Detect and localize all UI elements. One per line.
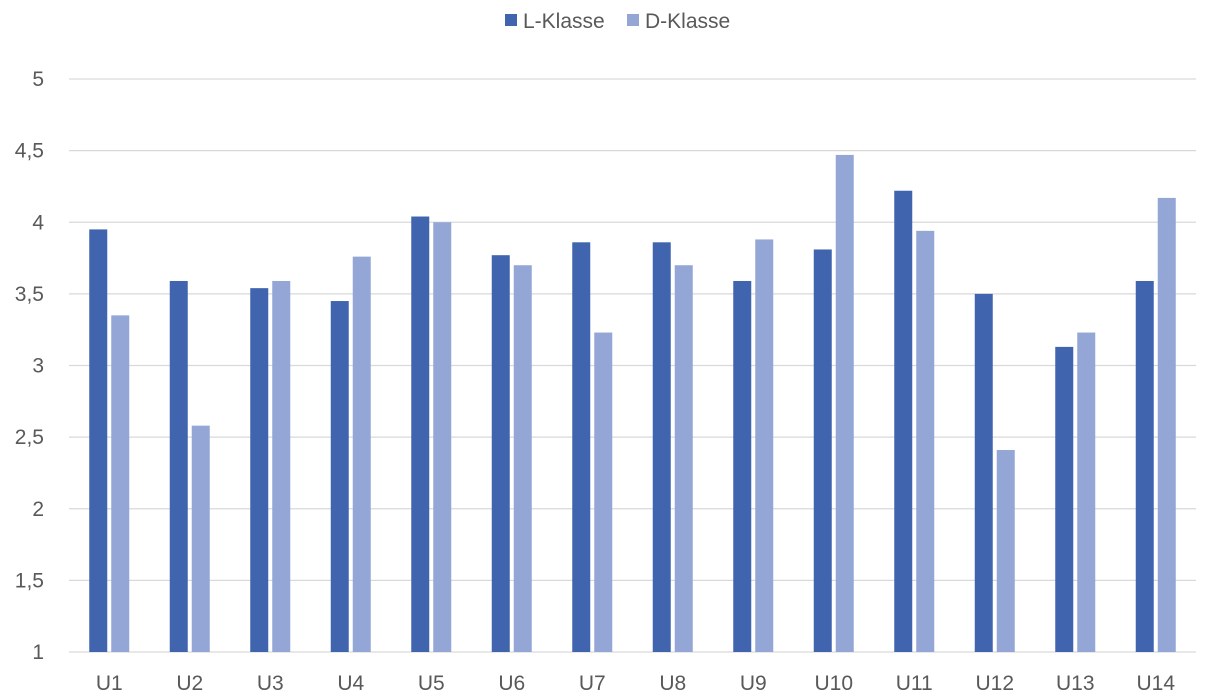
- bar-d-klasse-u8: [674, 265, 693, 652]
- bar-l-klasse-u3: [250, 288, 269, 652]
- x-tick-label: U12: [975, 672, 1014, 695]
- bar-l-klasse-u9: [733, 280, 752, 652]
- bar-d-klasse-u3: [272, 280, 291, 652]
- y-tick-label: 2: [32, 498, 44, 521]
- bar-l-klasse-u13: [1055, 346, 1074, 652]
- bar-l-klasse-u10: [813, 249, 832, 652]
- bar-l-klasse-u2: [169, 280, 188, 652]
- x-tick-label: U9: [740, 672, 767, 695]
- bar-d-klasse-u14: [1157, 197, 1176, 652]
- legend-swatch-d-klasse: [627, 14, 639, 26]
- x-tick-label: U11: [896, 672, 933, 695]
- bar-d-klasse-u1: [111, 315, 130, 652]
- bar-d-klasse-u10: [835, 154, 854, 653]
- y-tick-label: 1: [32, 641, 44, 664]
- x-tick-label: U5: [418, 672, 445, 695]
- bar-d-klasse-u9: [755, 239, 774, 652]
- bar-l-klasse-u4: [330, 301, 349, 652]
- legend-label-d-klasse: D-Klasse: [645, 10, 730, 33]
- y-tick-label: 3: [32, 355, 44, 378]
- legend-label-l-klasse: L-Klasse: [523, 10, 605, 33]
- x-tick-label: U13: [1056, 672, 1095, 695]
- bar-l-klasse-u7: [572, 242, 591, 652]
- bar-l-klasse-u1: [89, 229, 108, 652]
- y-tick-label: 4: [32, 211, 44, 234]
- y-tick-label: 4,5: [15, 140, 44, 163]
- bar-d-klasse-u6: [513, 265, 532, 652]
- x-tick-label: U7: [579, 672, 606, 695]
- bar-l-klasse-u5: [411, 216, 430, 652]
- bar-d-klasse-u12: [996, 450, 1015, 652]
- x-tick-label: U6: [498, 672, 525, 695]
- bar-d-klasse-u7: [594, 332, 613, 652]
- x-tick-label: U1: [96, 672, 123, 695]
- gridlines: [69, 78, 1196, 653]
- y-tick-label: 3,5: [15, 283, 44, 306]
- x-tick-label: U8: [659, 672, 686, 695]
- bar-l-klasse-u8: [652, 242, 671, 652]
- x-tick-label: U4: [337, 672, 364, 695]
- y-tick-label: 5: [32, 68, 44, 91]
- bar-l-klasse-u14: [1135, 280, 1154, 652]
- bar-l-klasse-u11: [894, 190, 913, 653]
- bar-l-klasse-u12: [974, 293, 993, 652]
- bar-l-klasse-u6: [491, 255, 510, 652]
- y-tick-label: 1,5: [15, 569, 44, 592]
- bar-d-klasse-u2: [191, 425, 210, 652]
- x-tick-label: U3: [257, 672, 284, 695]
- legend: L-Klasse D-Klasse: [505, 10, 730, 33]
- bar-d-klasse-u4: [352, 256, 371, 652]
- bar-d-klasse-u13: [1077, 332, 1096, 652]
- x-tick-label: U14: [1136, 672, 1175, 695]
- y-axis-tick-labels: 1 1,5 2 2,5 3 3,5 4 4,5 5: [15, 68, 45, 664]
- legend-swatch-l-klasse: [505, 14, 517, 26]
- y-tick-label: 2,5: [15, 426, 44, 449]
- x-tick-label: U2: [176, 672, 203, 695]
- bar-d-klasse-u11: [916, 230, 935, 652]
- x-axis-tick-labels: U1 U2 U3 U4 U5 U6 U7 U8 U9 U10 U11 U12 U13 U14: [96, 672, 1176, 695]
- bar-d-klasse-u5: [433, 222, 452, 652]
- bars: [89, 154, 1176, 653]
- x-tick-label: U10: [814, 672, 853, 695]
